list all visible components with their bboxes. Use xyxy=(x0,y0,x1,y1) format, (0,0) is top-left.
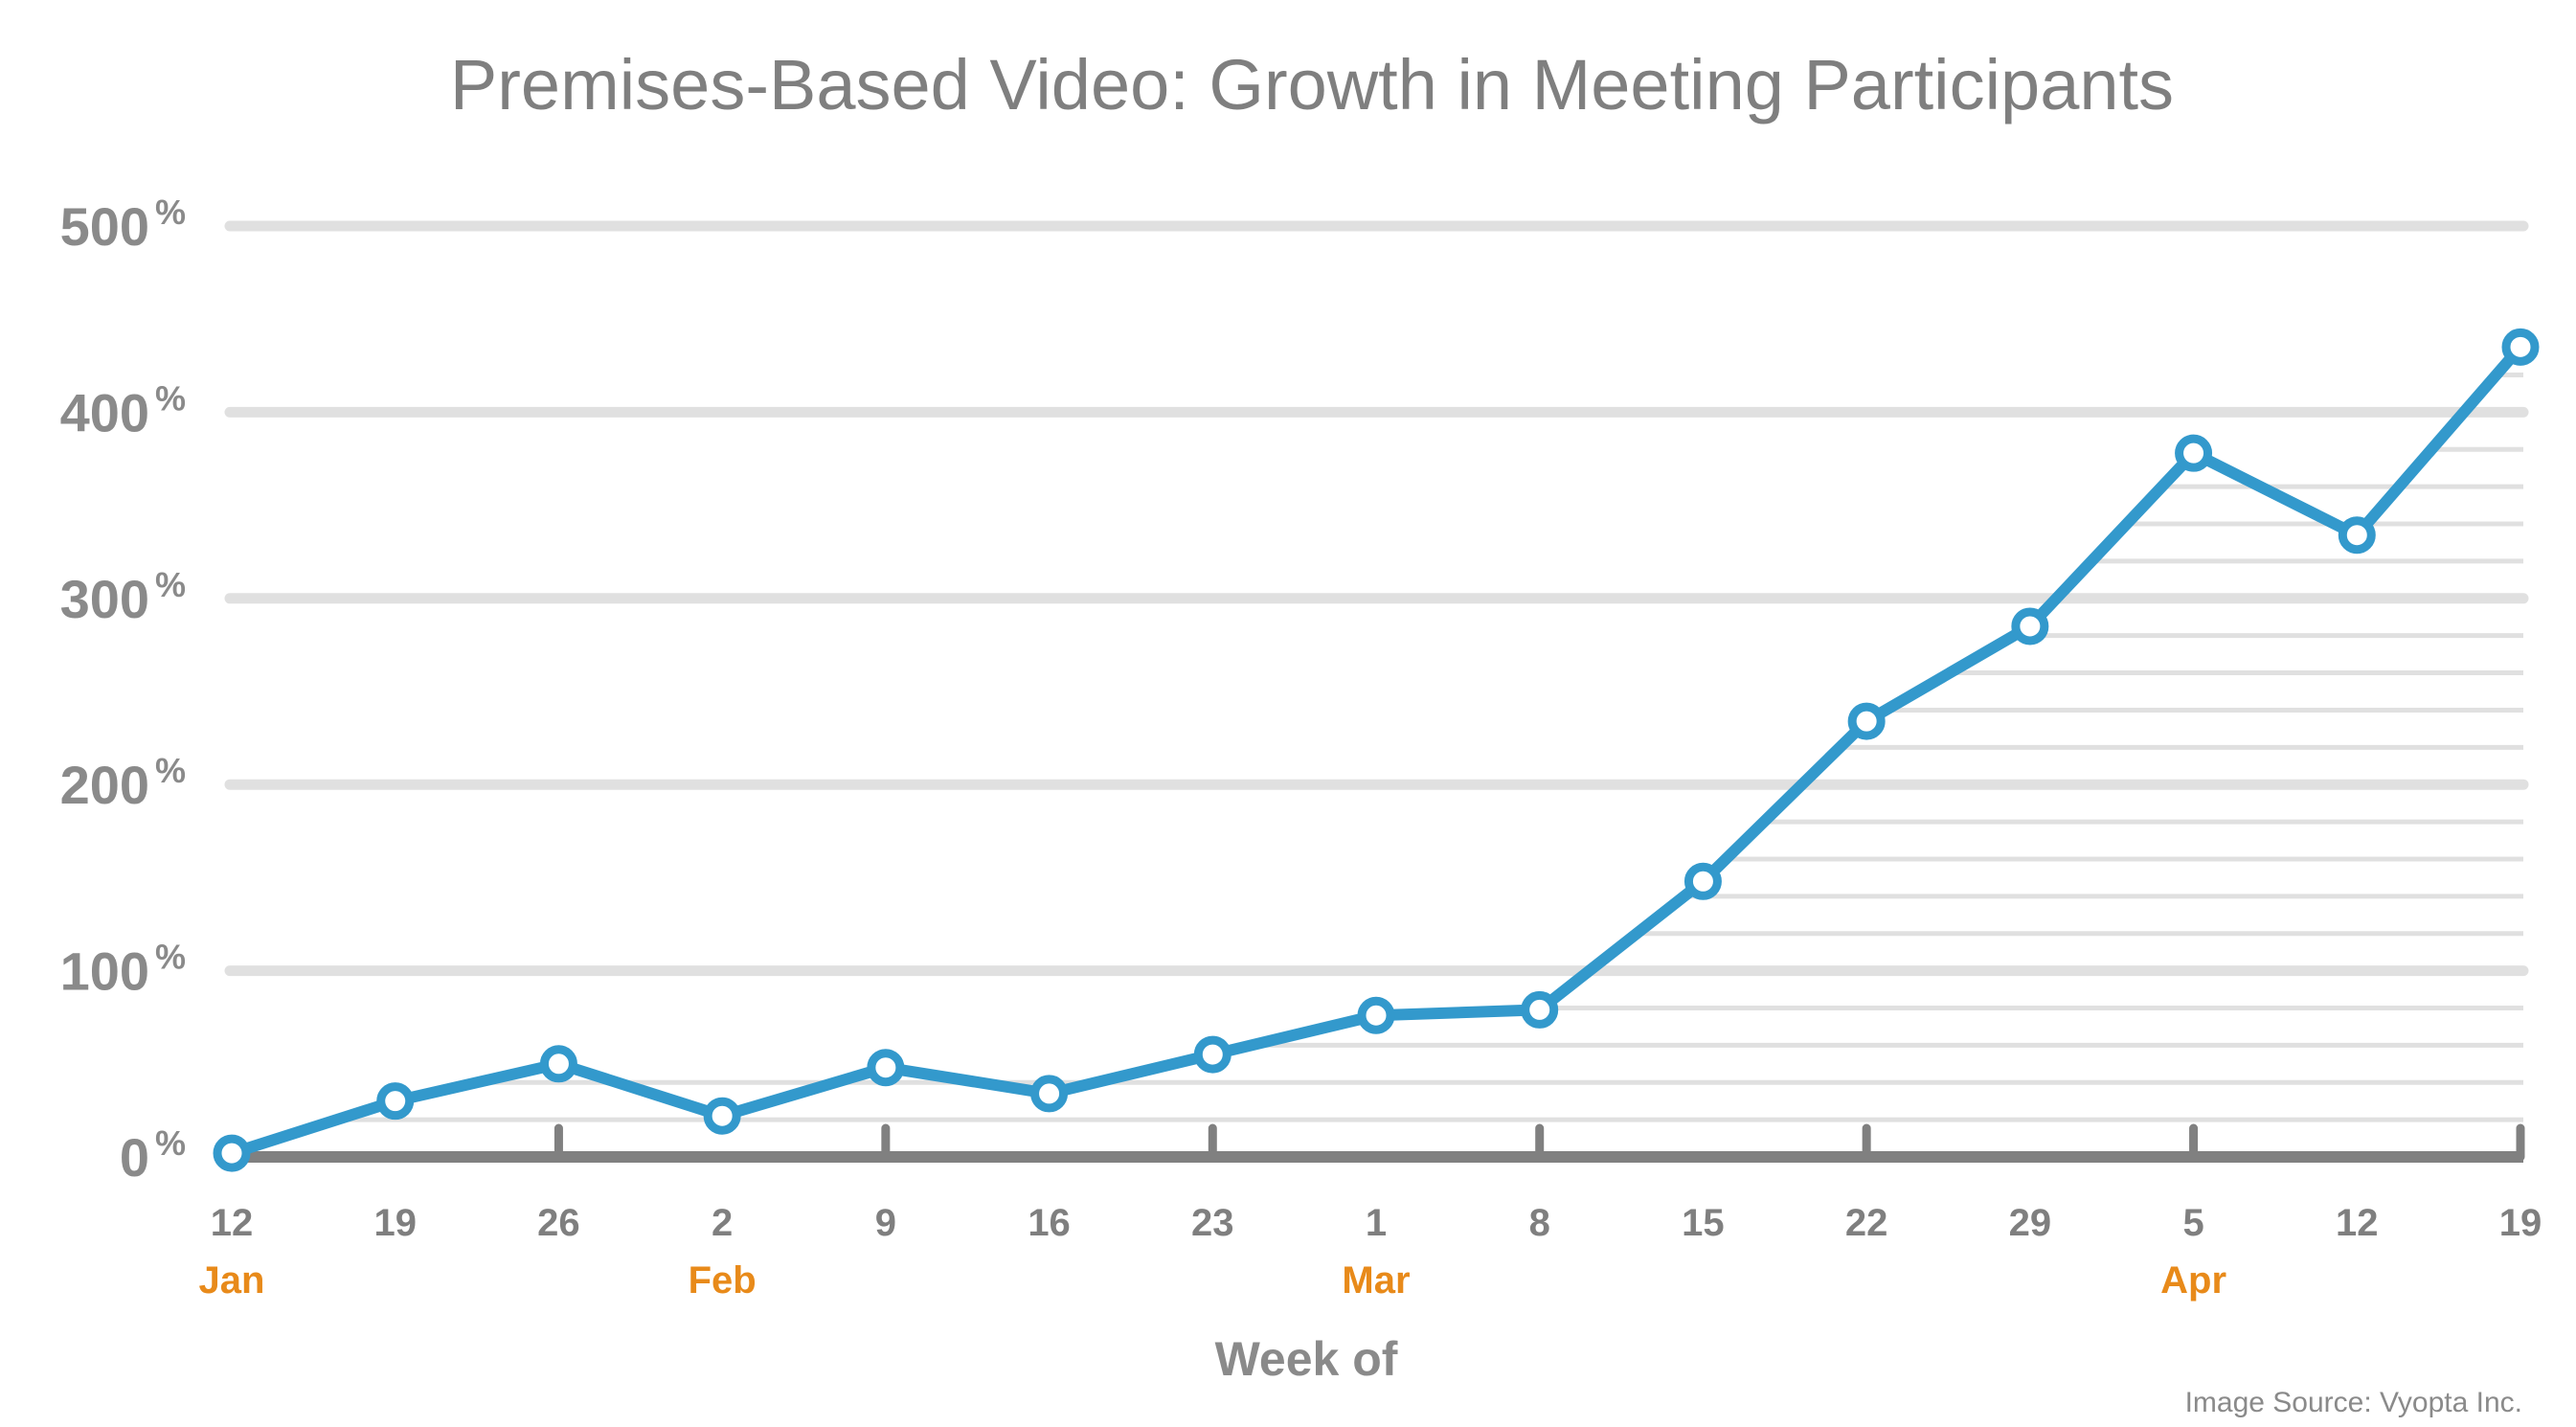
y-axis-ticks: 0 %100 %200 %300 %400 %500% xyxy=(60,193,186,1188)
y-tick-unit: % xyxy=(155,1123,186,1163)
x-axis xyxy=(216,1123,2525,1163)
month-label: Jan xyxy=(199,1259,265,1302)
x-tick-label: 16 xyxy=(1028,1202,1071,1244)
x-tick-label: 2 xyxy=(712,1202,733,1244)
data-point xyxy=(2338,516,2376,555)
x-tick-label: 19 xyxy=(373,1202,417,1244)
data-point xyxy=(213,1134,251,1172)
y-tick-label: 400 xyxy=(60,382,149,442)
data-point xyxy=(1521,990,1559,1029)
data-point xyxy=(703,1097,741,1135)
month-labels: Jan Feb Mar Apr xyxy=(199,1259,2226,1302)
x-tick-label: 1 xyxy=(1366,1202,1387,1244)
data-point xyxy=(1683,862,1722,900)
x-tick-label: 8 xyxy=(1529,1202,1550,1244)
y-tick-label: 0 xyxy=(120,1127,149,1188)
x-tick-label: 26 xyxy=(537,1202,580,1244)
x-tick-label: 12 xyxy=(211,1202,254,1244)
x-tick-label: 23 xyxy=(1191,1202,1234,1244)
month-label: Apr xyxy=(2160,1259,2226,1302)
x-tick-label: 22 xyxy=(1845,1202,1888,1244)
y-tick-label: 500 xyxy=(60,196,149,257)
x-tick-label: 9 xyxy=(875,1202,896,1244)
chart-title: Premises-Based Video: Growth in Meeting … xyxy=(450,45,2174,125)
y-tick-label: 200 xyxy=(60,755,149,815)
x-axis-ticks: 12 19 26 2 9 16 23 1 8 15 22 29 5 12 19 xyxy=(211,1202,2542,1244)
data-point xyxy=(1030,1075,1069,1113)
month-label: Mar xyxy=(1342,1259,1410,1302)
x-axis-label: Week of xyxy=(1215,1332,1398,1386)
x-tick-label: 5 xyxy=(2182,1202,2203,1244)
x-tick-label: 12 xyxy=(2336,1202,2379,1244)
data-point xyxy=(1847,702,1886,740)
x-tick-label: 19 xyxy=(2499,1202,2542,1244)
data-point xyxy=(2175,434,2213,472)
data-point xyxy=(539,1045,577,1083)
x-tick-label: 15 xyxy=(1682,1202,1725,1244)
x-tick-label: 29 xyxy=(2009,1202,2052,1244)
data-point xyxy=(376,1082,415,1121)
data-point xyxy=(2501,328,2540,366)
y-tick-label: 100 xyxy=(60,941,149,1002)
y-tick-unit: % xyxy=(155,751,186,790)
data-point xyxy=(1193,1035,1232,1074)
y-tick-unit: % xyxy=(155,378,186,418)
y-tick-label: 300 xyxy=(60,569,149,629)
y-tick-unit: % xyxy=(155,938,186,977)
y-tick-unit: % xyxy=(155,565,186,604)
data-point xyxy=(867,1049,905,1087)
major-gridlines xyxy=(224,220,2529,977)
data-point xyxy=(2011,607,2049,646)
series-line xyxy=(213,328,2540,1172)
month-label: Feb xyxy=(689,1259,757,1302)
data-point xyxy=(1357,996,1395,1034)
image-source: Image Source: Vyopta Inc. xyxy=(2185,1387,2522,1418)
y-tick-unit: % xyxy=(155,193,186,232)
